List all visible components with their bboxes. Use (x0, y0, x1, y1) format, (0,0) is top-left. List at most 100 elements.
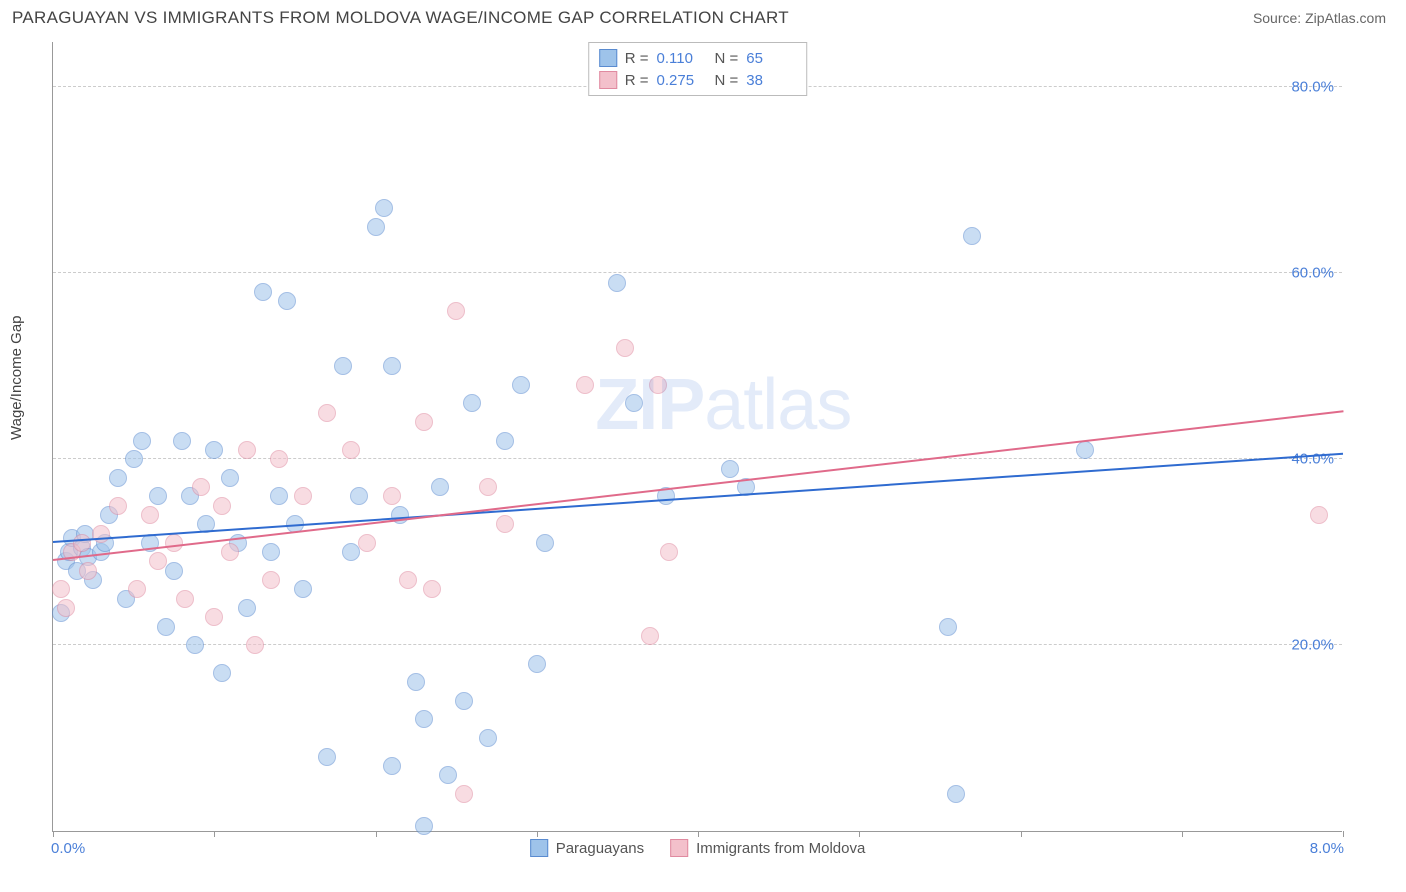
scatter-point (641, 627, 659, 645)
scatter-point (342, 543, 360, 561)
x-tick-min: 0.0% (51, 840, 85, 857)
legend-swatch-b1 (670, 839, 688, 857)
scatter-point (939, 618, 957, 636)
x-tick-mark (1021, 831, 1022, 837)
scatter-point (278, 292, 296, 310)
n-value-1: 38 (746, 72, 796, 89)
scatter-point (415, 710, 433, 728)
legend-label-1: Immigrants from Moldova (696, 840, 865, 857)
scatter-point (128, 580, 146, 598)
r-label-1: R = (625, 72, 649, 89)
scatter-point (721, 460, 739, 478)
scatter-point (358, 534, 376, 552)
source-label: Source: ZipAtlas.com (1253, 10, 1386, 26)
scatter-point (57, 599, 75, 617)
scatter-point (157, 618, 175, 636)
legend-label-0: Paraguayans (556, 840, 644, 857)
watermark-strong: ZIP (595, 365, 704, 445)
scatter-point (205, 441, 223, 459)
y-tick-label: 80.0% (1291, 79, 1334, 96)
y-tick-label: 20.0% (1291, 637, 1334, 654)
scatter-point (221, 469, 239, 487)
y-tick-label: 60.0% (1291, 265, 1334, 282)
scatter-point (625, 394, 643, 412)
legend-series: Paraguayans Immigrants from Moldova (530, 839, 866, 857)
scatter-point (447, 302, 465, 320)
scatter-point (294, 487, 312, 505)
scatter-point (270, 450, 288, 468)
scatter-point (79, 562, 97, 580)
x-tick-mark (53, 831, 54, 837)
scatter-point (342, 441, 360, 459)
legend-item-0: Paraguayans (530, 839, 644, 857)
scatter-point (383, 757, 401, 775)
scatter-point (455, 692, 473, 710)
x-tick-mark (698, 831, 699, 837)
legend-swatch-b0 (530, 839, 548, 857)
chart-title: PARAGUAYAN VS IMMIGRANTS FROM MOLDOVA WA… (12, 8, 789, 28)
legend-stats-row-0: R = 0.110 N = 65 (599, 47, 797, 69)
scatter-point (213, 497, 231, 515)
scatter-point (496, 515, 514, 533)
scatter-point (399, 571, 417, 589)
legend-stats: R = 0.110 N = 65 R = 0.275 N = 38 (588, 42, 808, 96)
n-label-0: N = (715, 50, 739, 67)
scatter-point (125, 450, 143, 468)
x-tick-mark (376, 831, 377, 837)
scatter-point (246, 636, 264, 654)
n-label-1: N = (715, 72, 739, 89)
scatter-point (463, 394, 481, 412)
scatter-point (423, 580, 441, 598)
x-tick-mark (859, 831, 860, 837)
scatter-point (192, 478, 210, 496)
scatter-point (415, 817, 433, 835)
scatter-point (165, 562, 183, 580)
x-tick-mark (1343, 831, 1344, 837)
scatter-point (221, 543, 239, 561)
scatter-point (660, 543, 678, 561)
chart-plot-area: ZIPatlas R = 0.110 N = 65 R = 0.275 N = … (52, 42, 1342, 832)
scatter-point (270, 487, 288, 505)
r-value-0: 0.110 (657, 50, 707, 67)
scatter-point (455, 785, 473, 803)
scatter-point (383, 487, 401, 505)
r-value-1: 0.275 (657, 72, 707, 89)
x-tick-mark (537, 831, 538, 837)
legend-swatch-1 (599, 71, 617, 89)
scatter-point (576, 376, 594, 394)
trend-line (53, 453, 1343, 543)
scatter-point (616, 339, 634, 357)
scatter-point (109, 497, 127, 515)
scatter-point (439, 766, 457, 784)
scatter-point (238, 441, 256, 459)
scatter-point (367, 218, 385, 236)
scatter-point (149, 552, 167, 570)
scatter-point (536, 534, 554, 552)
scatter-point (238, 599, 256, 617)
scatter-point (213, 664, 231, 682)
gridline-h (53, 272, 1342, 273)
scatter-point (294, 580, 312, 598)
scatter-point (608, 274, 626, 292)
scatter-point (318, 748, 336, 766)
scatter-point (415, 413, 433, 431)
scatter-point (947, 785, 965, 803)
legend-item-1: Immigrants from Moldova (670, 839, 865, 857)
scatter-point (141, 506, 159, 524)
scatter-point (649, 376, 667, 394)
scatter-point (528, 655, 546, 673)
scatter-point (350, 487, 368, 505)
scatter-point (375, 199, 393, 217)
x-tick-max: 8.0% (1310, 840, 1344, 857)
x-tick-mark (214, 831, 215, 837)
scatter-point (383, 357, 401, 375)
scatter-point (254, 283, 272, 301)
watermark-light: atlas (704, 365, 851, 445)
scatter-point (205, 608, 223, 626)
r-label-0: R = (625, 50, 649, 67)
scatter-point (173, 432, 191, 450)
scatter-point (512, 376, 530, 394)
scatter-point (318, 404, 336, 422)
scatter-point (52, 580, 70, 598)
scatter-point (1310, 506, 1328, 524)
